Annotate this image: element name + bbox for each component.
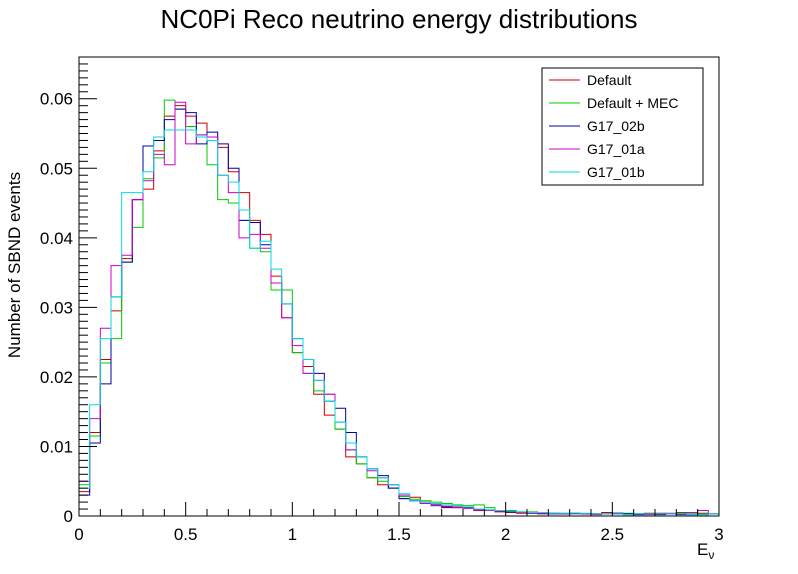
legend-entry-label: Default: [587, 72, 631, 88]
legend-entry-label: G17_02b: [587, 118, 645, 134]
y-tick-label: 0: [64, 507, 73, 526]
y-tick-label: 0.02: [40, 368, 73, 387]
chart-title: NC0Pi Reco neutrino energy distributions: [161, 4, 638, 34]
x-tick-label: 2.5: [601, 525, 625, 544]
y-axis: 0 0.01 0.02 0.03 0.04 0.05 0.06: [40, 63, 97, 526]
y-tick-label: 0.05: [40, 159, 73, 178]
x-axis-label-main: E: [697, 540, 708, 559]
series-line-g17-01b: [79, 129, 719, 516]
y-axis-label: Number of SBND events: [5, 172, 24, 358]
x-tick-label: 0: [74, 525, 83, 544]
legend-entry-label: G17_01b: [587, 164, 645, 180]
y-tick-label: 0.04: [40, 229, 73, 248]
series-layer: [79, 99, 719, 516]
y-tick-label: 0.01: [40, 437, 73, 456]
x-tick-label: 2: [501, 525, 510, 544]
x-tick-label: 3: [714, 525, 723, 544]
x-axis: 0 0.5 1 1.5 2 2.5 3: [74, 502, 724, 544]
x-tick-label: 0.5: [174, 525, 198, 544]
x-axis-label: Eν: [697, 540, 714, 562]
x-tick-label: 1.5: [387, 525, 411, 544]
y-tick-label: 0.03: [40, 298, 73, 317]
y-tick-label: 0.06: [40, 90, 73, 109]
legend-entry-label: Default + MEC: [587, 95, 678, 111]
legend: Default Default + MEC G17_02b G17_01a G17_01…: [541, 67, 704, 186]
x-axis-label-subscript: ν: [708, 548, 714, 562]
legend-entry-label: G17_01a: [587, 141, 645, 157]
x-tick-label: 1: [288, 525, 297, 544]
